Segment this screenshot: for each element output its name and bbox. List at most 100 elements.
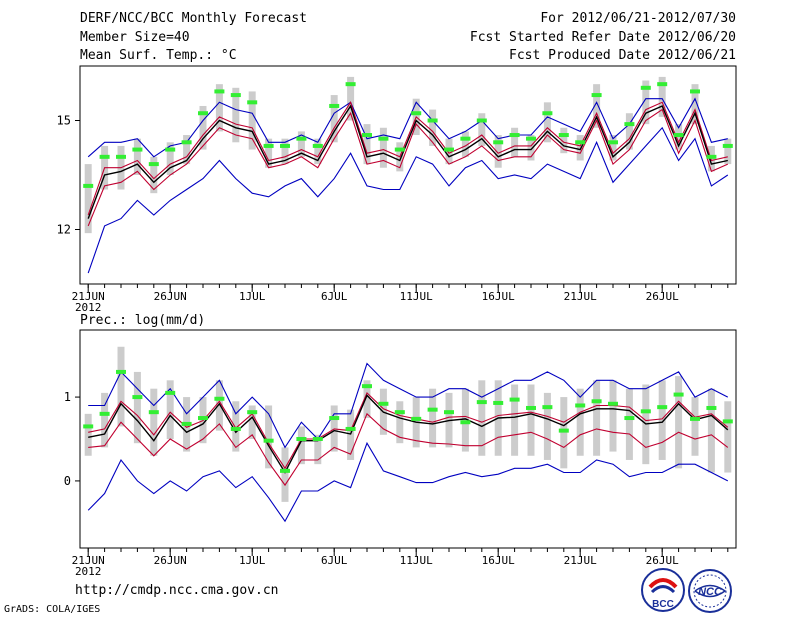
- observed-marker: [526, 405, 536, 410]
- observed-marker: [493, 140, 504, 145]
- spread-bar: [347, 76, 355, 121]
- produced-date: Fcst Produced Date 2012/06/21: [509, 48, 736, 63]
- observed-marker: [690, 416, 700, 421]
- observed-marker: [198, 416, 208, 421]
- observed-marker: [476, 118, 487, 123]
- spread-bar: [593, 84, 601, 128]
- spread-bar: [150, 388, 158, 456]
- spread-bar: [691, 397, 699, 456]
- spread-bar: [625, 388, 633, 460]
- observed-marker: [526, 136, 536, 141]
- panel-title: Prec.: log(mm/d): [80, 313, 205, 328]
- spread-bar: [215, 84, 223, 132]
- y-tick-label: 0: [64, 474, 71, 488]
- spread-bar: [658, 76, 666, 117]
- spread-bar: [166, 142, 174, 175]
- observed-marker: [247, 410, 258, 415]
- observed-marker: [378, 401, 389, 406]
- observed-marker: [640, 409, 651, 414]
- spread-bar: [215, 380, 223, 431]
- x-tick-label: 1JUL: [239, 554, 266, 567]
- spread-bar: [248, 91, 256, 150]
- observed-marker: [214, 89, 225, 94]
- spread-bar: [658, 380, 666, 460]
- spread-bar: [724, 401, 732, 473]
- upper-spread-line: [87, 101, 728, 216]
- spread-bar: [675, 376, 683, 469]
- spread-bar: [232, 401, 240, 452]
- x-tick-label: 16JUL: [482, 554, 515, 567]
- spread-bar: [511, 127, 519, 157]
- spread-bar: [560, 127, 568, 154]
- spread-bar: [461, 388, 469, 452]
- observed-marker: [296, 437, 307, 441]
- spread-bar: [330, 95, 338, 143]
- observed-marker: [132, 147, 143, 152]
- x-tick-label: 21JUN: [72, 554, 105, 567]
- spread-bar: [117, 346, 125, 427]
- observed-marker: [640, 85, 651, 90]
- observed-marker: [148, 162, 159, 167]
- observed-marker: [657, 405, 668, 410]
- observed-marker: [116, 369, 126, 374]
- source-url[interactable]: http://cmdp.ncc.cma.gov.cn: [75, 583, 279, 598]
- x-tick-label: 26JUL: [646, 290, 679, 303]
- observed-marker: [362, 384, 372, 389]
- observed-marker: [608, 401, 618, 406]
- lower-spread-line: [88, 412, 729, 487]
- x-tick-label: 26JUL: [646, 554, 679, 567]
- observed-marker: [493, 400, 504, 405]
- observed-marker: [214, 396, 225, 401]
- spread-bar: [379, 127, 387, 168]
- observed-marker: [509, 133, 520, 138]
- bcc-logo: BCC: [641, 568, 685, 612]
- member-size: Member Size=40: [80, 30, 190, 45]
- observed-marker: [116, 154, 126, 159]
- spread-bar: [265, 138, 273, 168]
- spread-bar: [576, 135, 584, 161]
- spread-bar: [281, 138, 289, 165]
- observed-marker: [542, 111, 553, 116]
- spread-bar: [199, 105, 207, 150]
- observed-marker: [624, 416, 635, 421]
- observed-marker: [312, 437, 323, 441]
- spread-bar: [248, 405, 256, 439]
- observed-marker: [230, 426, 241, 431]
- observed-marker: [132, 395, 143, 400]
- observed-marker: [247, 100, 258, 105]
- spread-bar: [363, 380, 371, 419]
- observed-marker: [345, 82, 356, 87]
- y-tick-label: 12: [57, 223, 71, 237]
- observed-marker: [394, 410, 405, 415]
- spread-bar: [593, 380, 601, 456]
- y-tick-label: 1: [64, 390, 71, 404]
- observed-marker: [673, 133, 684, 138]
- spread-bar: [609, 380, 617, 452]
- spread-bar: [724, 138, 732, 165]
- upper-spread-line: [88, 391, 729, 470]
- x-tick-label: 6JUL: [321, 290, 348, 303]
- spread-bar: [461, 131, 469, 157]
- y-tick-label: 15: [57, 114, 71, 128]
- observed-marker: [722, 143, 733, 148]
- observed-marker: [394, 147, 405, 152]
- observed-marker: [83, 424, 94, 429]
- ensemble-mean-line: [87, 104, 728, 219]
- spread-bar: [478, 380, 486, 456]
- x-tick-label: 6JUL: [321, 554, 348, 567]
- svg-text:BCC: BCC: [652, 599, 674, 610]
- observed-marker: [411, 111, 422, 116]
- forecast-period: For 2012/06/21-2012/07/30: [540, 11, 736, 26]
- spread-bar: [314, 434, 322, 465]
- spread-bar: [232, 87, 240, 143]
- x-tick-label: 21JUL: [564, 290, 597, 303]
- observed-marker: [444, 147, 454, 152]
- refer-date: Fcst Started Refer Date 2012/06/20: [469, 30, 736, 45]
- observed-marker: [575, 403, 586, 408]
- spread-bar: [101, 392, 109, 448]
- observed-marker: [148, 410, 159, 415]
- observed-marker: [444, 410, 454, 415]
- observed-marker: [476, 400, 487, 405]
- observed-marker: [722, 419, 733, 424]
- grads-credit: GrADS: COLA/IGES: [4, 604, 101, 615]
